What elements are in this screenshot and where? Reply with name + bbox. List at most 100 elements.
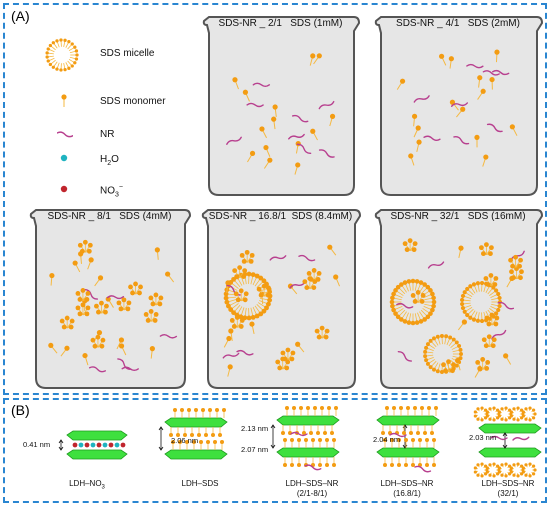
nr-mark — [159, 333, 178, 339]
nr-mark — [427, 261, 445, 269]
nr-mark — [106, 295, 125, 300]
nr-mark — [482, 70, 500, 76]
monomer-mark — [477, 88, 486, 100]
ldh-layer — [376, 447, 440, 458]
monomer-mark — [149, 346, 155, 359]
water-icon — [60, 154, 68, 162]
ion-mark — [120, 442, 126, 448]
micelle-mark — [485, 462, 501, 478]
ion-mark — [90, 442, 96, 448]
micelle-mark — [521, 462, 537, 478]
nr-mark — [117, 358, 131, 370]
nr-mark — [121, 366, 139, 372]
nr-mark — [288, 133, 305, 140]
beaker-title: SDS-NR _ 16.8/1 SDS (8.4mM) — [208, 211, 353, 222]
monomer-cluster — [116, 297, 132, 312]
monomer-mark — [503, 353, 512, 365]
ion-mark — [72, 442, 78, 448]
monomer-cluster — [233, 288, 249, 303]
beaker-glass — [374, 209, 544, 389]
monomer-mark — [458, 245, 464, 258]
nr-mark — [304, 464, 322, 471]
monomer-cluster — [508, 254, 523, 269]
monomer-cluster — [77, 239, 93, 254]
beaker-8-1: SDS-NR _ 8/1 SDS (4mM) — [28, 204, 192, 390]
nr-mark — [318, 149, 335, 158]
beaker-4-1: SDS-NR _ 4/1 SDS (2mM) — [373, 11, 544, 197]
monomer-mark — [116, 337, 125, 350]
ion-mark — [108, 442, 114, 448]
nr-mark — [497, 301, 515, 310]
monomer-mark — [154, 247, 160, 260]
micelle-mark — [509, 406, 525, 422]
monomer-cluster — [128, 281, 143, 296]
monomer-mark — [249, 321, 255, 334]
monomer-cluster — [410, 290, 426, 304]
monomer-cluster — [475, 357, 491, 371]
monomer-cluster — [314, 325, 330, 340]
nr-mark — [512, 436, 530, 441]
ldh-layer — [66, 449, 128, 460]
ion-mark — [114, 442, 120, 448]
monomer-mark — [482, 154, 489, 167]
nr-mark — [491, 329, 507, 340]
monomer-mark — [271, 116, 277, 130]
micelle-mark — [509, 462, 525, 478]
monomer-cluster — [143, 309, 159, 323]
monomer-mark — [489, 76, 495, 90]
micelle-mark — [473, 406, 489, 422]
nr-mark — [486, 123, 503, 133]
nr-mark — [298, 254, 316, 262]
distance-label: 2.06 nm — [171, 436, 199, 445]
panel-b-label: (B) — [11, 402, 30, 418]
nr-mark — [57, 131, 73, 138]
monomer-mark — [94, 275, 104, 287]
monomer-mark — [247, 150, 256, 163]
monomer-mark — [456, 106, 466, 118]
monomer-cluster — [306, 268, 322, 282]
monomer-mark — [232, 77, 239, 90]
monomer-mark — [287, 283, 298, 295]
monomer-cluster — [483, 273, 499, 287]
monomer-mark — [242, 89, 250, 102]
monomer-cluster — [90, 334, 106, 349]
beaker-title: SDS-NR _ 8/1 SDS (4mM) — [47, 211, 172, 222]
monomer-mark — [48, 342, 58, 354]
nitrate-icon — [60, 185, 68, 193]
distance-label: 2.04 nm — [373, 435, 401, 444]
beaker-title: SDS-NR _ 4/1 SDS (2mM) — [396, 18, 520, 29]
monomer-mark — [329, 113, 336, 127]
ldh-layer — [66, 430, 128, 441]
monomer-mark — [60, 345, 70, 357]
distance-label: 2.07 nm — [241, 445, 269, 454]
beaker-title: SDS-NR _ 32/1 SDS (16mM) — [390, 211, 526, 222]
monomer-cluster — [239, 249, 255, 264]
nr-mark — [252, 82, 271, 87]
nr-mark — [453, 136, 470, 145]
monomer-cluster — [275, 356, 291, 371]
nr-mark — [226, 136, 242, 145]
monomer-cluster — [402, 238, 418, 253]
monomer-mark — [416, 139, 422, 152]
monomer-cluster — [232, 265, 248, 280]
monomer-cluster — [59, 315, 75, 330]
monomer-mark — [61, 94, 67, 107]
structure-caption: LDH–SDS — [181, 479, 219, 488]
monomer-mark — [313, 53, 322, 65]
monomer-mark — [310, 128, 318, 141]
beaker-2-1: SDS-NR _ 2/1 SDS (1mM) — [201, 11, 361, 197]
monomer-mark — [228, 328, 234, 341]
micelle-icon — [45, 38, 79, 72]
ldh-layer — [478, 423, 542, 434]
monomer-cluster — [479, 242, 494, 257]
monomer-mark — [396, 78, 406, 90]
micelle-mark — [497, 406, 513, 422]
monomer-mark — [72, 260, 81, 273]
monomer-mark — [413, 125, 421, 138]
monomer-mark — [494, 49, 500, 63]
nr-mark — [490, 435, 508, 441]
monomer-mark — [165, 271, 175, 283]
monomer-cluster — [75, 288, 91, 302]
monomer-mark — [294, 162, 301, 175]
monomer-mark — [82, 352, 89, 366]
